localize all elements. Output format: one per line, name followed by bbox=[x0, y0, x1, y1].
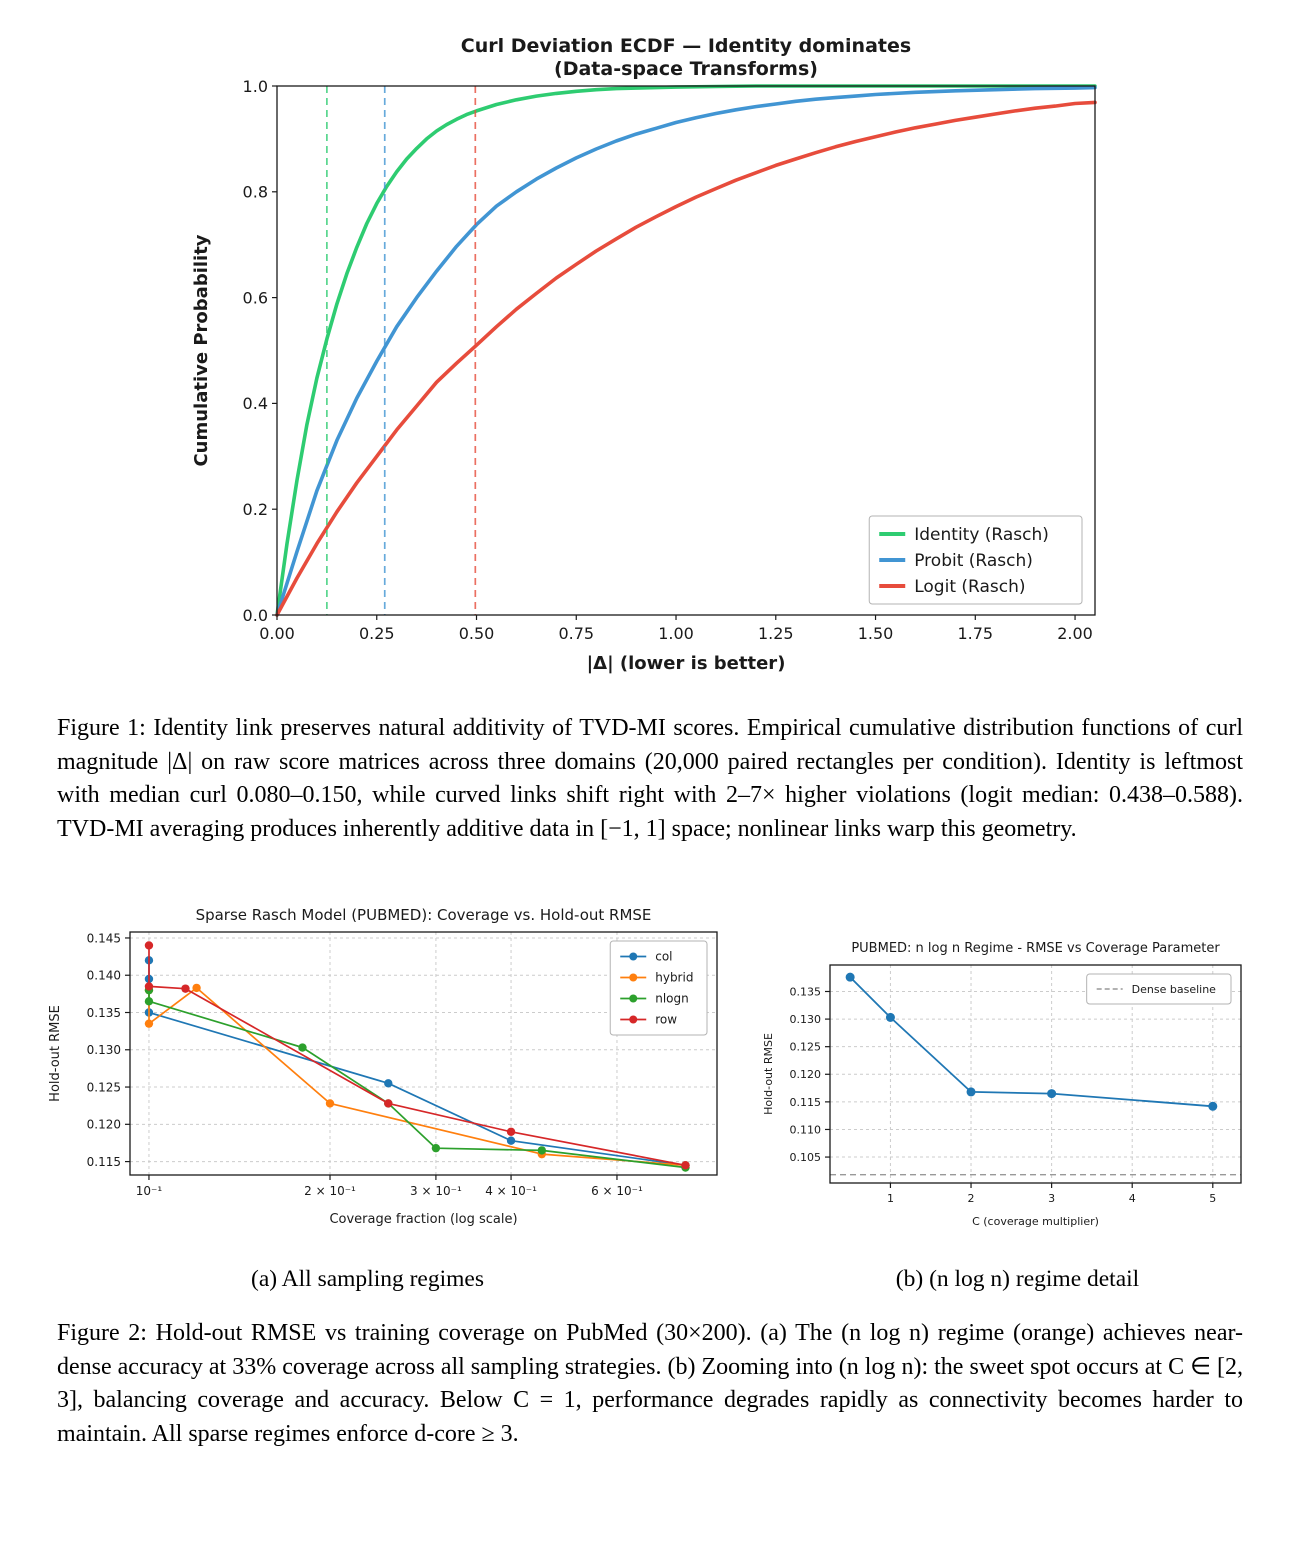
marker-row bbox=[181, 984, 190, 993]
svg-text:1.75: 1.75 bbox=[957, 624, 993, 643]
svg-text:0.130: 0.130 bbox=[790, 1013, 822, 1026]
figure2-subcaptions: (a) All sampling regimes (b) (n log n) r… bbox=[0, 1266, 1300, 1293]
series-identity-rasch bbox=[275, 84, 1097, 617]
legend-box bbox=[609, 940, 708, 1036]
svg-text:Identity (Rasch): Identity (Rasch) bbox=[914, 525, 1049, 545]
svg-text:0.00: 0.00 bbox=[259, 624, 295, 643]
svg-text:6 × 10⁻¹: 6 × 10⁻¹ bbox=[591, 1184, 643, 1198]
svg-text:0.135: 0.135 bbox=[790, 985, 822, 998]
svg-text:0.110: 0.110 bbox=[790, 1123, 822, 1136]
svg-text:3: 3 bbox=[1048, 1192, 1055, 1205]
svg-text:0.145: 0.145 bbox=[87, 931, 121, 945]
svg-text:hybrid: hybrid bbox=[655, 971, 693, 985]
svg-text:Hold-out RMSE: Hold-out RMSE bbox=[48, 1005, 63, 1102]
marker-nlogn bbox=[298, 1043, 307, 1052]
legend-box bbox=[868, 515, 1083, 605]
marker-col bbox=[384, 1079, 393, 1088]
svg-text:2.00: 2.00 bbox=[1057, 624, 1093, 643]
svg-text:0.0: 0.0 bbox=[243, 606, 268, 625]
marker-hybrid bbox=[192, 983, 201, 993]
svg-text:0.120: 0.120 bbox=[87, 1118, 121, 1132]
marker-nlogn bbox=[537, 1146, 547, 1155]
subcaption-a: (a) All sampling regimes bbox=[251, 1266, 484, 1292]
svg-text:row: row bbox=[655, 1013, 677, 1027]
svg-text:1.0: 1.0 bbox=[243, 77, 268, 96]
marker-col bbox=[506, 1136, 516, 1145]
svg-text:0.2: 0.2 bbox=[243, 500, 268, 519]
marker-row bbox=[144, 982, 154, 991]
svg-text:0.25: 0.25 bbox=[359, 624, 395, 643]
marker-hybrid bbox=[325, 1099, 335, 1108]
svg-text:0.50: 0.50 bbox=[459, 624, 495, 643]
svg-text:4 × 10⁻¹: 4 × 10⁻¹ bbox=[485, 1184, 537, 1198]
svg-text:0.115: 0.115 bbox=[87, 1155, 121, 1169]
fig2a-svg: 10⁻¹ 2 × 10⁻¹ 3 × 10⁻¹ 4 × 10⁻¹ 6 × 10⁻¹ 0.11… bbox=[45, 900, 735, 1235]
svg-text:Cumulative Probability: Cumulative Probability bbox=[191, 234, 212, 466]
fig1-svg: 0.00 0.25 0.50 0.75 1.00 1.25 1.50 1.75 2.00 0.0 0… bbox=[185, 28, 1115, 683]
series-logit-rasch bbox=[275, 100, 1097, 617]
marker-nlogn bbox=[144, 997, 154, 1006]
marker-row bbox=[384, 1099, 393, 1108]
svg-text:10⁻¹: 10⁻¹ bbox=[136, 1184, 163, 1198]
svg-text:Coverage fraction (log scale): Coverage fraction (log scale) bbox=[329, 1212, 517, 1227]
figure1-ecdf-chart: 0.00 0.25 0.50 0.75 1.00 1.25 1.50 1.75 2.00 0.0 0… bbox=[185, 28, 1115, 688]
svg-text:Probit (Rasch): Probit (Rasch) bbox=[914, 551, 1033, 571]
svg-text:0.8: 0.8 bbox=[243, 183, 268, 202]
svg-text:0.130: 0.130 bbox=[87, 1043, 121, 1057]
figure2: 10⁻¹ 2 × 10⁻¹ 3 × 10⁻¹ 4 × 10⁻¹ 6 × 10⁻¹ 0.11… bbox=[0, 900, 1300, 1240]
svg-text:1.00: 1.00 bbox=[658, 624, 694, 643]
marker-nlogn-rmse bbox=[885, 1012, 895, 1022]
svg-text:|Δ| (lower is better): |Δ| (lower is better) bbox=[587, 653, 786, 674]
svg-text:1.50: 1.50 bbox=[858, 624, 894, 643]
marker-row bbox=[506, 1127, 516, 1136]
marker-nlogn bbox=[431, 1143, 441, 1153]
subcaption-b: (b) (n log n) regime detail bbox=[895, 1266, 1140, 1292]
svg-text:nlogn: nlogn bbox=[655, 992, 689, 1006]
svg-text:PUBMED: n log n Regime - RMSE: PUBMED: n log n Regime - RMSE vs Coverag… bbox=[851, 941, 1220, 956]
figure2-caption: Figure 2: Hold-out RMSE vs training cove… bbox=[57, 1320, 1243, 1447]
svg-text:0.125: 0.125 bbox=[87, 1080, 121, 1094]
svg-text:0.140: 0.140 bbox=[87, 969, 121, 983]
figure1-caption: Figure 1: Identity link preserves natura… bbox=[57, 715, 1243, 842]
svg-text:3 × 10⁻¹: 3 × 10⁻¹ bbox=[410, 1184, 462, 1198]
svg-text:C (coverage multiplier): C (coverage multiplier) bbox=[972, 1215, 1099, 1228]
svg-text:Sparse Rasch Model (PUBMED): C: Sparse Rasch Model (PUBMED): Coverage vs… bbox=[196, 906, 652, 924]
svg-text:5: 5 bbox=[1209, 1192, 1216, 1205]
svg-text:col: col bbox=[655, 950, 672, 964]
svg-text:0.125: 0.125 bbox=[790, 1041, 822, 1054]
svg-text:Logit (Rasch): Logit (Rasch) bbox=[914, 577, 1025, 597]
svg-text:0.120: 0.120 bbox=[790, 1068, 822, 1081]
figure2a-coverage-rmse-chart: 10⁻¹ 2 × 10⁻¹ 3 × 10⁻¹ 4 × 10⁻¹ 6 × 10⁻¹ 0.11… bbox=[45, 900, 735, 1240]
svg-text:Dense baseline: Dense baseline bbox=[1132, 983, 1217, 996]
series-hybrid bbox=[148, 987, 687, 1167]
svg-text:0.135: 0.135 bbox=[87, 1006, 121, 1020]
svg-text:2: 2 bbox=[968, 1192, 975, 1205]
svg-text:0.105: 0.105 bbox=[790, 1151, 822, 1164]
marker-row bbox=[681, 1161, 690, 1170]
marker-row bbox=[144, 941, 154, 950]
svg-text:Hold-out RMSE: Hold-out RMSE bbox=[762, 1033, 775, 1115]
svg-text:0.4: 0.4 bbox=[243, 394, 268, 413]
marker-nlogn-rmse bbox=[845, 972, 855, 982]
marker-nlogn-rmse bbox=[966, 1087, 976, 1097]
series-row bbox=[148, 944, 687, 1167]
series-probit-rasch bbox=[275, 85, 1097, 617]
marker-nlogn-rmse bbox=[1047, 1089, 1057, 1099]
svg-text:Curl Deviation ECDF — Identity: Curl Deviation ECDF — Identity dominates bbox=[461, 35, 911, 57]
figure1: 0.00 0.25 0.50 0.75 1.00 1.25 1.50 1.75 2.00 0.0 0… bbox=[0, 0, 1300, 688]
svg-text:4: 4 bbox=[1129, 1192, 1136, 1205]
fig2b-svg: 1 2 3 4 5 0.105 0.110 0.115 0.120 0.125 0.130 0.135… bbox=[760, 935, 1255, 1235]
legend-box bbox=[1086, 973, 1232, 1005]
svg-text:0.115: 0.115 bbox=[790, 1096, 822, 1109]
svg-text:1: 1 bbox=[887, 1192, 894, 1205]
svg-text:2 × 10⁻¹: 2 × 10⁻¹ bbox=[304, 1184, 356, 1198]
figure2b-nlogn-detail-chart: 1 2 3 4 5 0.105 0.110 0.115 0.120 0.125 0.130 0.135… bbox=[760, 935, 1255, 1240]
marker-hybrid bbox=[144, 1019, 154, 1028]
svg-text:1.25: 1.25 bbox=[758, 624, 794, 643]
svg-text:(Data-space Transforms): (Data-space Transforms) bbox=[554, 58, 818, 80]
svg-text:0.6: 0.6 bbox=[243, 288, 268, 307]
marker-nlogn-rmse bbox=[1208, 1101, 1218, 1111]
svg-text:0.75: 0.75 bbox=[558, 624, 594, 643]
